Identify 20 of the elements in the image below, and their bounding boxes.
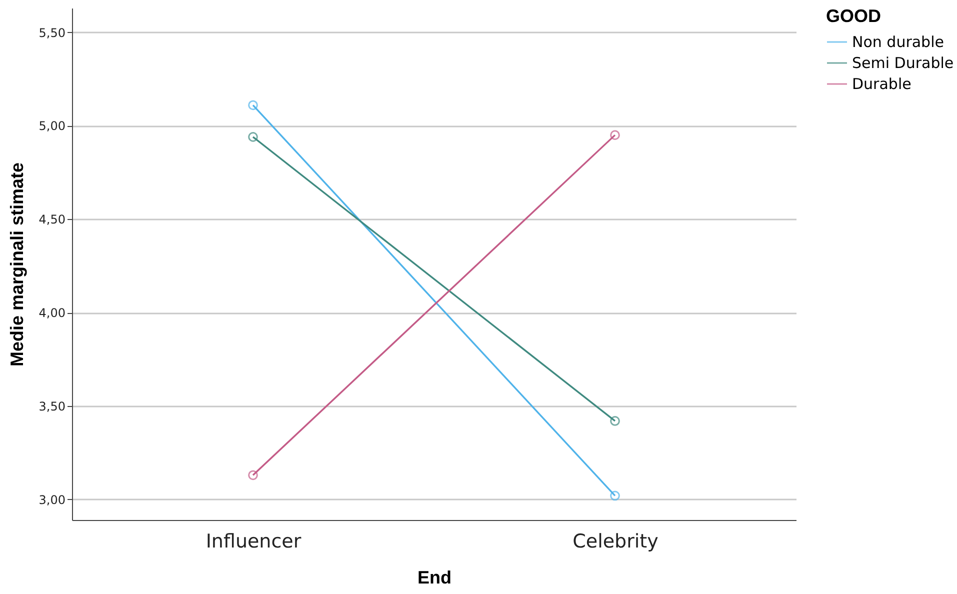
y-tick-label: 4,00 [38,306,66,320]
legend-label: Durable [852,75,912,93]
point [248,470,258,480]
legend-title: GOOD [826,6,882,26]
y-tick-label: 5,50 [38,26,66,40]
y-tick-label: 4,50 [38,212,66,227]
legend-label: Semi Durable [852,54,954,72]
point [248,100,258,110]
y-tick-label: 3,50 [38,400,66,414]
point [248,132,258,142]
y-tick-label: 3,00 [38,492,66,507]
point [610,130,620,140]
legend-label: Non durable [852,33,944,51]
point [610,490,620,501]
x-tick-label: Influencer [206,530,302,552]
x-tick-label: Celebrity [572,530,658,552]
x-axis-title: End [418,568,452,588]
y-axis-title: Medie marginali stimate [6,162,27,367]
y-tick-label: 5,00 [38,119,66,134]
point [610,416,620,426]
